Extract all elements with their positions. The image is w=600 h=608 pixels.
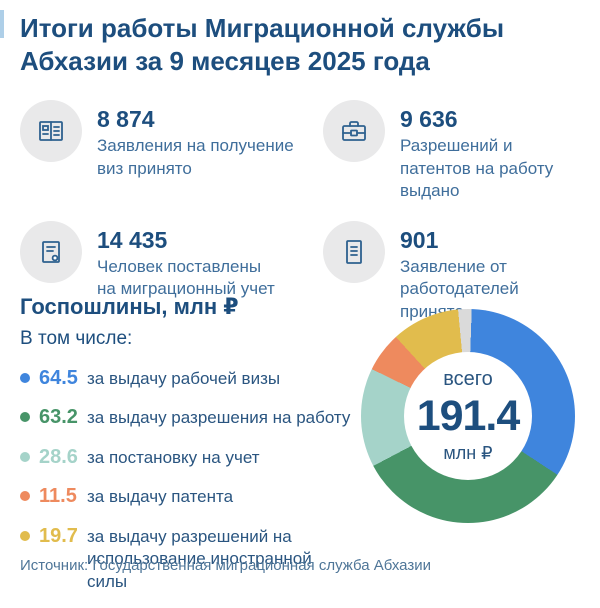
- fees-section: Госпошлины, млн ₽ В том числе: 64.5 за в…: [20, 294, 360, 608]
- application-doc-icon: [323, 220, 385, 283]
- legend-item: 64.5 за выдачу рабочей визы: [20, 366, 360, 390]
- donut-center-total: 191.4: [416, 392, 521, 441]
- stat-label: Заявление от работодателей принято: [400, 256, 519, 321]
- legend-value: 11.5: [39, 485, 77, 508]
- stat-body: 8 874 Заявления на получение виз принято: [97, 100, 312, 180]
- stat-label: Заявления на получение виз принято: [97, 136, 294, 178]
- stat-value: 8 874: [97, 106, 155, 132]
- legend-dot: [20, 491, 30, 502]
- stat-body: 14 435 Человек поставлены на миграционны…: [97, 221, 275, 301]
- donut-center-label-bottom: млн ₽: [443, 442, 493, 463]
- legend-item: 28.6 за постановку на учет: [20, 445, 360, 469]
- stat-value: 14 435: [97, 226, 168, 253]
- stat-label: Человек поставлены на миграционный учет: [97, 256, 275, 299]
- page-title: Итоги работы Миграционной службы Абхазии…: [20, 12, 580, 78]
- fees-title: Госпошлины, млн ₽: [20, 294, 239, 319]
- stat-label: Разрешений и патентов на работу выдано: [400, 136, 554, 201]
- fees-subtitle: В том числе:: [20, 328, 133, 349]
- legend-dot: [20, 373, 30, 383]
- visa-booklet-icon: [20, 100, 82, 162]
- legend-value: 19.7: [39, 524, 78, 547]
- legend-label: за постановку на учет: [87, 447, 260, 467]
- briefcase-icon: [323, 100, 385, 162]
- legend-value: 63.2: [39, 406, 78, 429]
- legend-label: за выдачу разрешения на работу: [87, 408, 351, 428]
- donut-center-label-top: всего: [443, 368, 493, 391]
- fees-legend: 64.5 за выдачу рабочей визы 63.2 за выда…: [20, 366, 360, 593]
- legend-dot: [20, 451, 30, 462]
- title-line-1: Итоги работы Миграционной службы: [20, 13, 505, 43]
- legend-item: 19.7 за выдачу разрешений на использован…: [20, 524, 360, 593]
- legend-label: за выдачу патента: [87, 487, 234, 507]
- donut-chart: всего 191.4 млн ₽: [361, 309, 575, 523]
- legend-dot: [20, 412, 30, 423]
- stat-value: 901: [400, 226, 439, 253]
- stat-visa-applications: 8 874 Заявления на получение виз принято: [20, 100, 323, 203]
- legend-value: 28.6: [39, 445, 78, 468]
- stats-grid: 8 874 Заявления на получение виз принято…: [20, 100, 582, 323]
- legend-label: за выдачу рабочей визы: [87, 369, 281, 388]
- accent-bar: [0, 10, 4, 38]
- source-note: Источник: Государственная миграционная с…: [20, 557, 431, 574]
- stat-value: 9 636: [400, 106, 458, 132]
- stat-body: 9 636 Разрешений и патентов на работу вы…: [400, 100, 582, 203]
- legend-item: 11.5 за выдачу патента: [20, 484, 360, 508]
- legend-value: 64.5: [39, 367, 78, 389]
- stat-migration-registered: 14 435 Человек поставлены на миграционны…: [20, 220, 323, 324]
- legend-item: 63.2 за выдачу разрешения на работу: [20, 405, 360, 429]
- donut-center: всего 191.4 млн ₽: [404, 352, 532, 480]
- legend-label: за выдачу разрешений на использование ин…: [87, 526, 312, 591]
- stat-employer-applications: 901 Заявление от работодателей принято: [323, 220, 582, 324]
- title-line-2: Абхазии за 9 месяцев 2025 года: [20, 45, 430, 76]
- stat-body: 901 Заявление от работодателей принято: [400, 221, 582, 324]
- registration-card-icon: [20, 220, 82, 283]
- legend-dot: [20, 530, 30, 541]
- stat-work-permits: 9 636 Разрешений и патентов на работу вы…: [323, 100, 582, 203]
